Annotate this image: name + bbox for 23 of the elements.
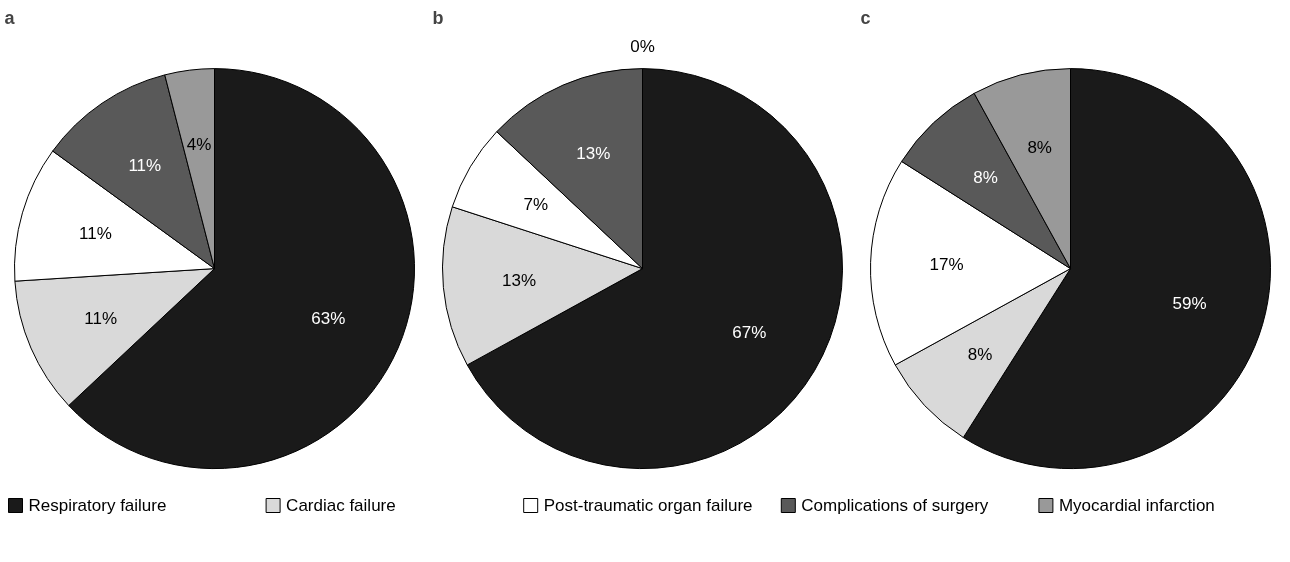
legend-label: Post-traumatic organ failure [543, 496, 753, 515]
data-label: 8% [973, 167, 998, 187]
data-label: 11% [79, 224, 112, 244]
data-label: 17% [929, 255, 964, 275]
data-label: 13% [502, 270, 537, 290]
text: 0% [630, 37, 655, 57]
data-label: 13% [576, 144, 611, 164]
data-label: 8% [1027, 137, 1052, 157]
legend-label: Complications of surgery [801, 496, 989, 515]
data-label: 11% [84, 308, 118, 328]
legend-label: Myocardial infarction [1058, 496, 1215, 515]
legend-label: Respiratory failure [28, 496, 167, 515]
legend-label: Cardiac failure [286, 496, 396, 515]
data-label: 7% [523, 195, 549, 215]
chart-title: c [860, 7, 871, 28]
data-label: 11% [128, 155, 162, 175]
data-label: 63% [311, 308, 346, 328]
data-label: 59% [1172, 294, 1207, 314]
data-label: 67% [732, 322, 767, 342]
data-label: 8% [967, 344, 993, 364]
data-label: 4% [186, 134, 212, 154]
chart-title: a [4, 7, 16, 28]
chart-title: b [432, 7, 444, 28]
